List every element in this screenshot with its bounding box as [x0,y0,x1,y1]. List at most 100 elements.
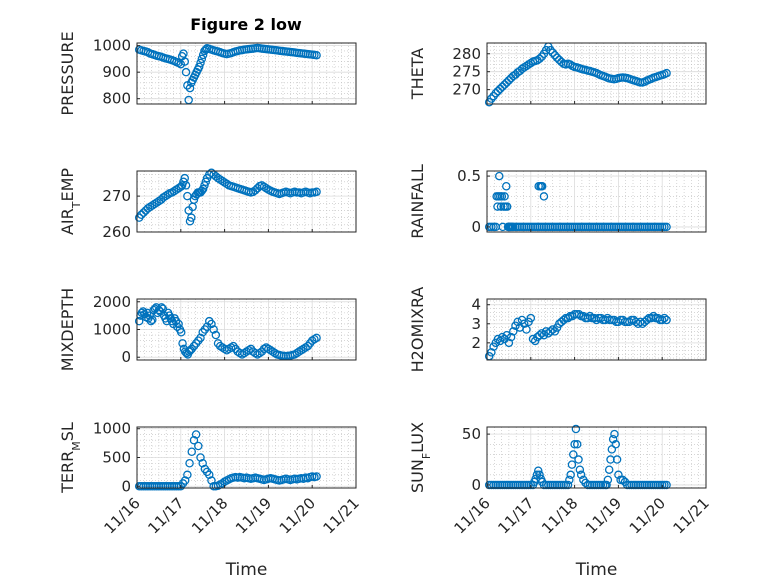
y-tick-label: 1000 [93,37,131,55]
data-point [565,475,574,485]
data-point [642,315,652,325]
data-point [196,58,205,68]
axes-box [486,170,707,233]
y-tick-label: 800 [102,90,131,108]
data-point [268,347,278,356]
data-point [207,476,216,485]
axes-mixdepth: 0 1000 2000 MIXDEPTH [58,288,357,371]
data-point [205,470,214,480]
data-point [171,316,181,326]
y-tick-label: 0 [471,218,481,236]
data-point [548,325,557,334]
data-point [187,447,196,456]
data-point [181,67,191,77]
data-point [178,339,187,348]
data-point [218,479,227,488]
data-point [197,54,207,64]
data-point [261,343,271,352]
data-point [226,343,236,352]
axes-sun-flux: 0 50 11/16 11/17 11/18 11/19 11/20 11/21 SUNFLUX… [408,422,713,580]
data-point [196,333,205,343]
data-point [660,313,669,323]
data-point [574,455,583,464]
data-point [184,347,194,356]
data-point [614,470,623,480]
data-point [198,184,208,194]
data-point [572,440,582,449]
data-point [570,440,579,449]
data-point [493,202,502,211]
data-point [546,45,555,55]
data-point [498,332,507,342]
data-point [139,208,148,217]
data-point [502,181,511,191]
data-point [500,192,509,201]
data-point [552,53,562,62]
data-point [522,325,531,334]
data-point [502,78,511,87]
x-tick-label: 11/16 [451,494,494,537]
data-point [264,344,273,354]
data-point [172,185,181,194]
data-point [662,480,671,490]
data-point [177,181,187,190]
x-tick-label: 11/17 [494,494,537,537]
data-point [504,338,514,348]
data-point [157,303,166,312]
data-point [504,76,514,85]
data-point [145,311,154,320]
data-point [550,50,560,60]
data-point [261,183,271,193]
data-point [576,470,586,480]
data-point [585,311,595,321]
y-tick-label: 0 [121,477,131,495]
data-point [213,173,223,183]
data-point [137,210,146,220]
data-point [200,181,209,190]
axes-rainfall: 0 0.5 RAINFALL [408,164,707,239]
data-point [148,315,157,325]
data-point [312,472,321,481]
data-point [310,334,319,344]
axes-terr-msl: 0 500 1000 11/16 11/17 11/18 11/19 11/20 11/21 TE… [58,420,363,580]
data-point [312,50,321,60]
data-point [498,82,507,92]
data-point [201,45,211,54]
data-point [222,346,232,355]
data-point [211,330,221,340]
data-point [535,330,544,340]
y-axis-label: AIRTEMP [58,168,83,235]
data-point [152,198,161,207]
data-point [148,201,157,210]
y-tick-label: 4 [471,296,481,314]
data-point [292,348,302,358]
data-point [618,475,628,485]
data-point [207,319,216,329]
data-point [183,191,192,201]
data-point [662,222,671,232]
data-point [183,470,192,480]
data-point [294,347,304,356]
data-point [612,455,622,464]
x-axis-label: Time [225,560,268,580]
data-point [603,475,613,485]
x-tick-label: 11/16 [101,494,144,537]
data-point [662,68,671,78]
y-tick-label: 260 [102,223,131,241]
y-axis-label: PRESSURE [58,31,77,115]
data-point [187,213,196,222]
data-point [548,48,557,57]
y-tick-label: 275 [452,63,481,81]
y-tick-label: 0 [121,348,131,366]
data-point [290,350,299,359]
x-tick-label: 11/18 [188,494,231,537]
y-tick-label: 3 [471,315,481,333]
axes-box [486,42,707,105]
figure-title: Figure 2 low [190,15,302,34]
data-point [611,440,621,449]
y-tick-label: 280 [452,45,481,63]
data-point [299,344,308,354]
data-point [198,459,207,468]
data-point [502,330,511,340]
